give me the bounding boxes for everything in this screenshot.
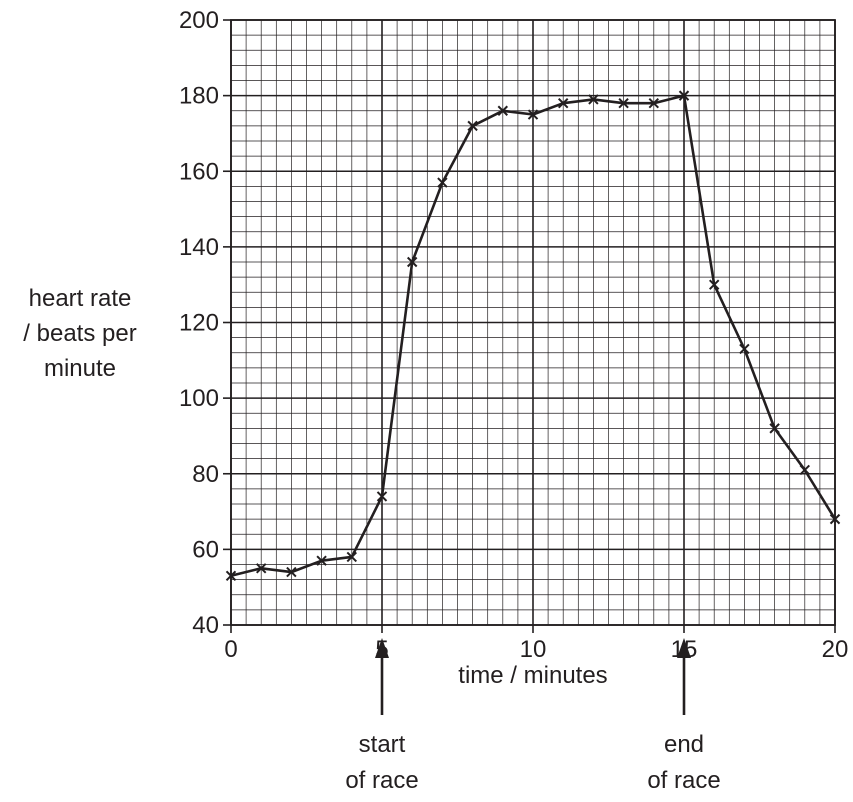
marker-stroke (557, 97, 569, 109)
marker-stroke (316, 555, 327, 566)
data-point-markers (225, 90, 841, 582)
y-tick-label: 120 (179, 310, 219, 337)
data-point-marker (678, 90, 690, 101)
x-axis-tick-labels: 05101520 (224, 625, 848, 663)
data-point-marker (618, 97, 629, 109)
marker-stroke (829, 513, 841, 525)
marker-stroke (467, 120, 478, 132)
data-point-marker (497, 105, 509, 116)
marker-stroke (648, 97, 660, 109)
arrow-up-icon (375, 638, 389, 658)
marker-stroke (769, 423, 780, 434)
x-tick-label: 20 (822, 636, 849, 663)
marker-stroke (678, 90, 690, 101)
x-tick-label: 0 (224, 636, 237, 663)
data-point-marker (769, 423, 780, 434)
annotation-end: end of race (647, 638, 721, 794)
x-tick-label: 10 (520, 636, 547, 663)
y-axis-label-line-3: minute (44, 355, 116, 382)
data-point-marker (739, 343, 750, 355)
data-point-marker (346, 551, 358, 563)
data-point-marker (437, 177, 448, 188)
data-point-marker (588, 94, 599, 105)
annotation-label: of race (647, 767, 720, 794)
annotation-label: start (359, 731, 406, 758)
y-tick-label: 200 (179, 7, 219, 34)
data-point-marker (527, 109, 539, 120)
y-tick-label: 60 (192, 536, 219, 563)
y-axis-label-line-2: / beats per (23, 320, 136, 347)
data-point-marker (286, 566, 297, 578)
data-point-marker (376, 491, 388, 502)
marker-stroke (588, 94, 599, 105)
marker-stroke (346, 551, 358, 563)
annotation-label: end (664, 731, 704, 758)
marker-stroke (739, 343, 750, 355)
annotation-start: start of race (345, 638, 419, 794)
marker-stroke (799, 464, 811, 476)
marker-stroke (618, 97, 629, 109)
marker-stroke (437, 177, 448, 188)
data-point-marker (406, 256, 418, 268)
marker-stroke (286, 566, 297, 578)
marker-stroke (527, 109, 539, 120)
marker-stroke (255, 563, 267, 574)
data-point-marker (316, 555, 327, 566)
data-point-marker (225, 570, 237, 582)
x-axis-label: time / minutes (458, 662, 607, 689)
y-tick-label: 100 (179, 385, 219, 412)
data-point-marker (799, 464, 811, 476)
y-tick-label: 40 (192, 612, 219, 639)
data-point-marker (648, 97, 660, 109)
marker-stroke (497, 105, 509, 116)
y-tick-label: 80 (192, 461, 219, 488)
data-point-marker (255, 563, 267, 574)
y-tick-label: 180 (179, 83, 219, 110)
y-tick-label: 140 (179, 234, 219, 261)
y-axis-tick-labels: 40 60 80 100 120 140 160 180 200 (179, 7, 231, 639)
arrow-up-icon (677, 638, 691, 658)
y-axis-label-line-1: heart rate (29, 285, 132, 312)
marker-stroke (406, 256, 418, 268)
data-point-marker (829, 513, 841, 525)
annotation-label: of race (345, 767, 418, 794)
race-annotations: start of race end of race (345, 638, 721, 794)
data-point-marker (557, 97, 569, 109)
data-point-marker (467, 120, 478, 132)
marker-stroke (708, 279, 720, 290)
marker-stroke (376, 491, 388, 502)
marker-stroke (225, 570, 237, 582)
y-tick-label: 160 (179, 158, 219, 185)
data-point-marker (708, 279, 720, 290)
